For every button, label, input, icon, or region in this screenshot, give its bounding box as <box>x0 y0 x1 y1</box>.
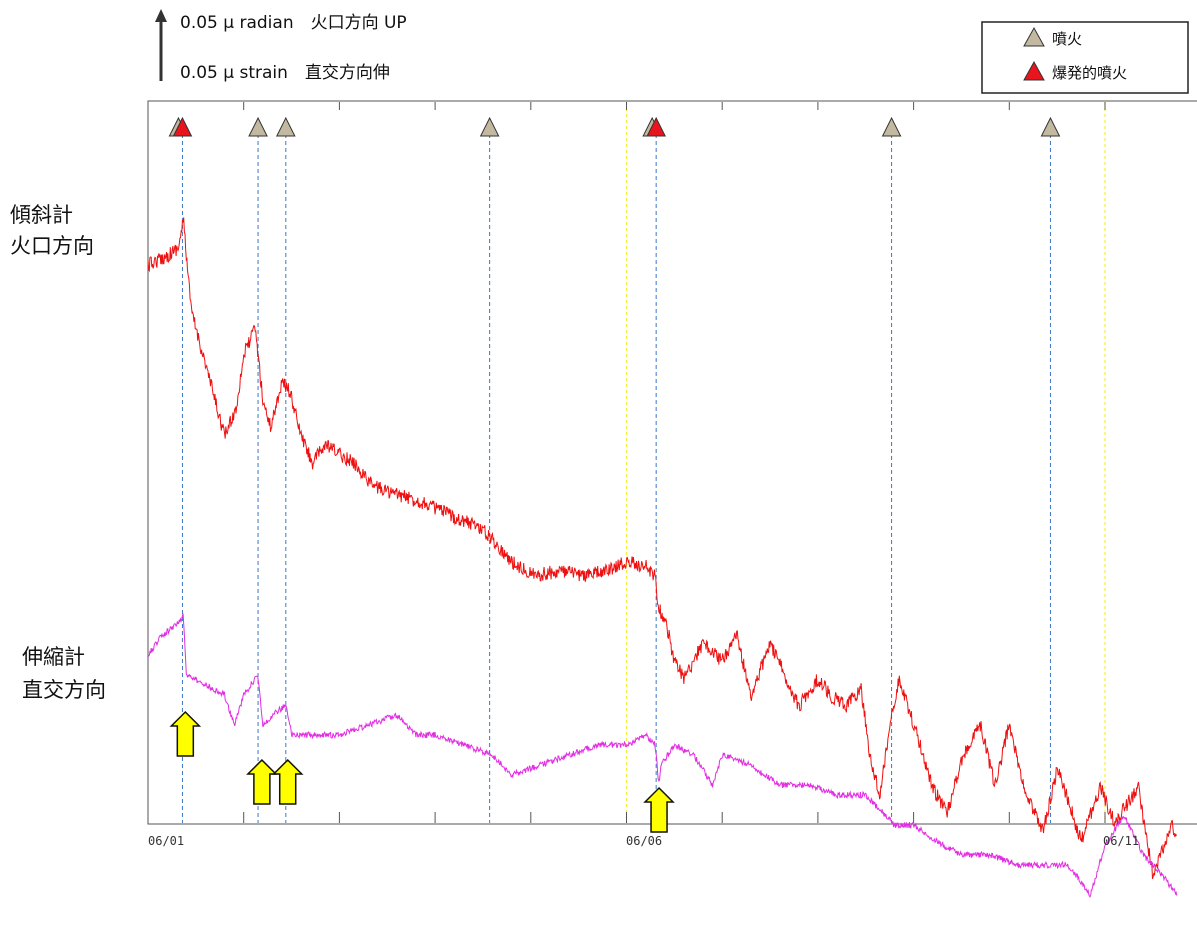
tick-label-0611: 06/11 <box>1103 834 1139 848</box>
scale-bar: 0.05 μ radian 火口方向 UP 0.05 μ strain 直交方向… <box>155 9 407 83</box>
eruption-marker <box>1040 116 1061 137</box>
day-boundary-lines <box>625 102 1106 823</box>
scale-bar-arrowhead <box>155 9 167 22</box>
response-arrow <box>169 710 202 757</box>
legend-box <box>981 21 1189 94</box>
scale-bar-line2: 0.05 μ strain 直交方向伸 <box>180 63 390 83</box>
response-arrow <box>271 758 304 805</box>
eruption-marker <box>248 116 268 137</box>
tilt-label-line1: 傾斜計 <box>10 203 73 227</box>
legend-explosive-marker <box>1023 60 1045 81</box>
strain-label-line2: 直交方向 <box>22 678 106 702</box>
x-axis-tick-labels: 06/01 06/06 06/11 <box>148 834 1139 848</box>
eruption-marker <box>881 116 902 137</box>
legend: 噴火 爆発的噴火 <box>981 21 1189 94</box>
eruption-markers <box>168 116 1061 137</box>
response-arrow <box>246 758 278 805</box>
tick-label-0601: 06/01 <box>148 834 184 848</box>
tick-label-0606: 06/06 <box>626 834 662 848</box>
explosive-eruption-marker <box>646 116 666 137</box>
legend-eruption-marker <box>1023 26 1045 47</box>
scale-bar-line1: 0.05 μ radian 火口方向 UP <box>180 13 407 33</box>
legend-explosive-label: 爆発的噴火 <box>1052 64 1127 82</box>
response-arrow <box>643 786 675 833</box>
eruption-lines <box>181 120 1051 823</box>
strain-label-line1: 伸縮計 <box>22 645 85 669</box>
eruption-marker <box>275 116 296 137</box>
tilt-label-line2: 火口方向 <box>10 234 94 258</box>
data-series <box>147 217 1178 898</box>
eruption-marker <box>479 116 500 137</box>
plot-frame <box>147 100 1197 825</box>
response-arrows <box>169 710 675 833</box>
strain-series-line <box>148 613 1178 898</box>
legend-eruption-label: 噴火 <box>1052 30 1082 48</box>
x-axis-ticks <box>147 102 1106 823</box>
explosive-eruption-marker <box>172 116 193 137</box>
tilt-series-line <box>147 217 1178 879</box>
